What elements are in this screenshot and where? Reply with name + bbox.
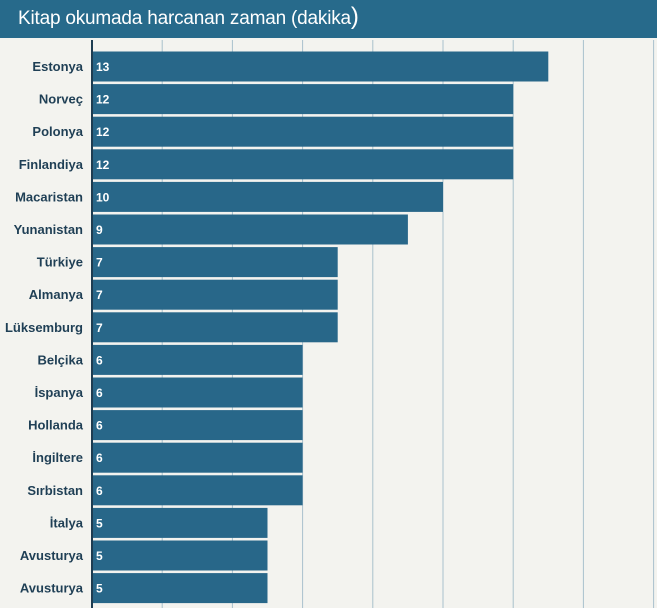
bar [92,540,268,571]
bar-value-label: 6 [96,419,103,433]
bar [92,247,338,278]
category-label: Polonya [32,124,83,139]
category-label: Estonya [32,59,83,74]
category-label: İngiltere [32,450,83,465]
chart-title-text: Kitap okumada harcanan zaman (dakika [18,8,351,29]
bar-value-label: 5 [96,582,103,596]
bar [92,507,268,538]
bar [92,312,338,343]
bar-value-label: 6 [96,386,103,400]
category-label: İtalya [50,515,84,530]
category-label: Türkiye [37,255,83,270]
bar [92,116,514,147]
bar [92,279,338,310]
bar-value-label: 13 [96,60,110,74]
chart-title-paren: ) [350,3,359,30]
bar [92,51,549,82]
bar [92,573,268,604]
category-label: Yunanistan [14,222,83,237]
category-label: Norveç [39,92,83,107]
category-label: Almanya [29,287,84,302]
bar [92,475,303,506]
chart-title: Kitap okumada harcanan zaman (dakika) [18,5,359,30]
bar-value-label: 7 [96,321,103,335]
category-label: Hollanda [28,418,84,433]
category-label: Macaristan [15,189,83,204]
bar [92,377,303,408]
bar-value-label: 7 [96,256,103,270]
bar-value-label: 12 [96,125,110,139]
category-label: Lüksemburg [5,320,83,335]
category-label: İspanya [35,385,84,400]
category-label: Avusturya [20,581,84,596]
category-label: Sırbistan [27,483,83,498]
category-label: Belçika [37,352,83,367]
bar-value-label: 5 [96,549,103,563]
category-label: Finlandiya [19,157,84,172]
bar-value-label: 10 [96,190,110,204]
bar [92,442,303,473]
bar-value-label: 7 [96,288,103,302]
bar [92,410,303,441]
bar [92,214,408,245]
bar [92,149,514,180]
bar-value-label: 5 [96,516,103,530]
bar-value-label: 9 [96,223,103,237]
bar-value-label: 6 [96,451,103,465]
bar-value-label: 12 [96,93,110,107]
chart-header: Kitap okumada harcanan zaman (dakika) [0,0,657,38]
bar [92,84,514,115]
bar-value-label: 12 [96,158,110,172]
category-label: Avusturya [20,548,84,563]
bar [92,344,303,375]
bar [92,181,443,212]
bar-value-label: 6 [96,484,103,498]
bar-value-label: 6 [96,353,103,367]
